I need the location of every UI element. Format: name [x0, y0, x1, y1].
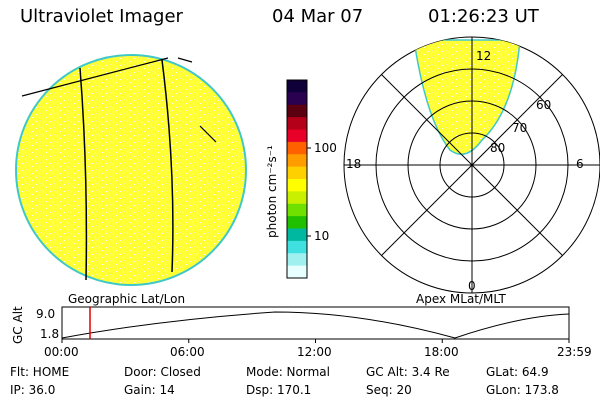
polar-plot: 12 18 6 0 60 70 80	[343, 36, 600, 294]
image-date: 04 Mar 07	[272, 6, 364, 27]
colorbar-cell	[287, 253, 307, 267]
status-dsp: Dsp: 170.1	[246, 383, 312, 397]
mlt-label-midnight: 0	[468, 279, 476, 293]
colorbar-cell	[287, 265, 307, 279]
colorbar-cell	[287, 203, 307, 217]
status-gain: Gain: 14	[124, 383, 175, 397]
colorbar-tick-label: 100	[314, 141, 337, 155]
status-ip: IP: 36.0	[10, 383, 56, 397]
colorbar-cell	[287, 129, 307, 143]
latitude-line	[21, 57, 169, 97]
instrument-title: Ultraviolet Imager	[20, 6, 183, 27]
colorbar-cell	[287, 191, 307, 205]
time-tick-label: 23:59	[557, 345, 592, 359]
colorbar-cell	[287, 154, 307, 168]
altitude-panel: Geographic Lat/Lon Apex MLat/MLT 9.0 1.8…	[11, 292, 592, 359]
status-mode: Mode: Normal	[246, 365, 330, 379]
lat-label-70: 70	[512, 121, 527, 135]
time-tick-label: 00:00	[44, 345, 79, 359]
colorbar-cell	[287, 216, 307, 230]
status-door: Door: Closed	[124, 365, 201, 379]
lat-label-80: 80	[490, 141, 505, 155]
status-seq: Seq: 20	[366, 383, 412, 397]
colorbar-cell	[287, 141, 307, 155]
status-glon: GLon: 173.8	[486, 383, 559, 397]
earth-disk	[15, 54, 247, 286]
colorbar-cell	[287, 92, 307, 106]
apex-caption: Apex MLat/MLT	[416, 292, 506, 306]
latitude-line	[199, 125, 217, 143]
status-gc-alt: GC Alt: 3.4 Re	[366, 365, 450, 379]
colorbar: 100 10 photon cm⁻²s⁻¹	[265, 79, 337, 279]
geographic-caption: Geographic Lat/Lon	[68, 292, 185, 306]
mlt-label-dawn: 6	[576, 157, 584, 171]
colorbar-cell	[287, 117, 307, 131]
mlt-label-dusk: 18	[346, 157, 361, 171]
latitude-line	[177, 57, 193, 63]
colorbar-cell	[287, 80, 307, 93]
colorbar-cell	[287, 228, 307, 242]
image-time: 01:26:23 UT	[428, 6, 539, 27]
auroral-oval	[413, 39, 521, 155]
colorbar-cell	[287, 179, 307, 192]
colorbar-tick-label: 10	[314, 229, 329, 243]
altitude-plot-frame	[61, 306, 570, 340]
colorbar-cell	[287, 240, 307, 254]
earth-disk-image	[15, 54, 247, 286]
colorbar-cell	[287, 166, 307, 180]
alt-tick-label: 9.0	[36, 307, 55, 321]
status-filter: Flt: HOME	[10, 365, 70, 379]
longitude-line	[161, 59, 174, 273]
colorbar-cell	[287, 104, 307, 118]
colorbar-frame	[286, 79, 308, 279]
alt-axis-title: GC Alt	[11, 306, 25, 344]
mlt-label-noon: 12	[476, 49, 491, 63]
status-glat: GLat: 64.9	[486, 365, 549, 379]
lat-label-60: 60	[536, 98, 551, 112]
alt-tick-label: 1.8	[40, 327, 59, 341]
polar-spoke	[381, 74, 563, 256]
time-tick-label: 18:00	[424, 345, 459, 359]
time-tick-label: 12:00	[297, 345, 332, 359]
longitude-line	[79, 67, 88, 281]
colorbar-unit-label: photon cm⁻²s⁻¹	[265, 145, 279, 238]
altitude-curve	[61, 311, 570, 339]
time-tick-label: 06:00	[170, 345, 205, 359]
